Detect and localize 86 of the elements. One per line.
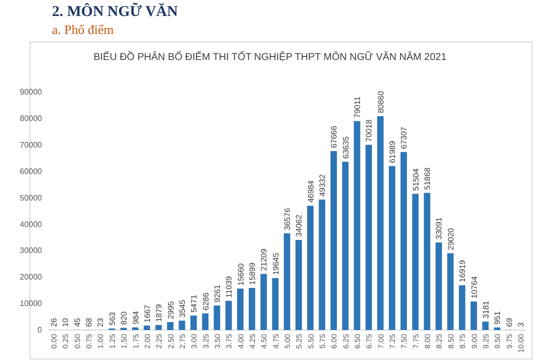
- data-label: 820: [120, 310, 129, 325]
- bar: [167, 322, 174, 330]
- data-label: 80860: [376, 90, 386, 114]
- y-tick-label: 0: [38, 326, 43, 335]
- chart-title: BIỂU ĐỒ PHÂN BỐ ĐIỂM THI TỐT NGHIỆP THPT MÔN NGỮ VĂN NĂM 2021: [93, 51, 447, 63]
- data-label: 15660: [236, 262, 246, 286]
- data-label: 16919: [458, 259, 468, 282]
- bar: [260, 274, 267, 330]
- y-tick-label: 70000: [20, 140, 43, 150]
- bar: [190, 316, 197, 330]
- data-label: 951: [493, 310, 502, 324]
- data-label: 49332: [318, 174, 328, 197]
- y-tick-label: 60000: [20, 166, 43, 176]
- bar: [214, 306, 220, 330]
- bar: [482, 322, 489, 330]
- data-label: 69: [504, 317, 514, 327]
- bar: [284, 233, 290, 330]
- data-label: 1667: [142, 304, 152, 323]
- bar: [144, 326, 150, 330]
- bar: [330, 151, 337, 330]
- bar: [424, 192, 430, 330]
- data-label: 36576: [283, 207, 292, 230]
- data-label: 984: [131, 310, 140, 324]
- bar: [470, 302, 477, 330]
- data-label: 11039: [224, 276, 234, 298]
- data-label: 3545: [178, 299, 187, 318]
- data-label: 51868: [423, 167, 432, 190]
- bar: [132, 327, 138, 330]
- bar: [178, 320, 186, 330]
- bar: [155, 325, 162, 330]
- data-label: 51504: [411, 168, 420, 191]
- data-label: 6286: [201, 292, 210, 310]
- bar: [412, 194, 419, 330]
- data-label: 10: [61, 318, 70, 327]
- y-tick-label: 90000: [20, 88, 43, 97]
- y-tick-label: 30000: [20, 246, 43, 256]
- data-label: 26: [50, 317, 59, 327]
- data-label: 63635: [341, 136, 350, 159]
- bar: [494, 327, 500, 330]
- bar: [318, 200, 326, 330]
- data-label: 61989: [388, 140, 398, 164]
- bar: [237, 288, 244, 330]
- bar: [354, 121, 360, 330]
- bar: [342, 162, 349, 330]
- data-label: 29020: [446, 227, 456, 250]
- data-label: 45: [72, 317, 82, 327]
- data-label: 1879: [154, 304, 164, 322]
- data-label: 5471: [190, 294, 199, 313]
- bar: [458, 285, 466, 330]
- data-label: 2995: [166, 300, 176, 320]
- bar: [377, 116, 384, 330]
- data-label: 79011: [353, 96, 362, 118]
- y-tick-label: 80000: [20, 114, 43, 124]
- bar: [307, 206, 314, 330]
- bar: [400, 152, 407, 330]
- y-tick-label: 50000: [20, 193, 43, 202]
- data-label: 10764: [470, 276, 479, 299]
- data-label: 3: [516, 322, 526, 327]
- data-label: 15899: [248, 262, 257, 285]
- bar: [248, 288, 256, 330]
- data-label: 46984: [306, 180, 316, 203]
- bar: [295, 240, 302, 330]
- data-label: 67666: [330, 125, 339, 148]
- data-label: 33091: [434, 216, 444, 240]
- bar: [366, 144, 372, 330]
- data-label: 563: [108, 312, 117, 326]
- data-label: 67307: [400, 126, 409, 150]
- data-label: 3181: [481, 300, 490, 319]
- data-label: 68: [84, 317, 94, 327]
- bar: [225, 300, 232, 330]
- data-label: 23: [96, 317, 106, 327]
- data-label: 34062: [294, 214, 304, 237]
- data-label: 19645: [271, 252, 280, 276]
- y-tick-label: 40000: [20, 220, 43, 229]
- bar: [436, 242, 442, 330]
- bar: [388, 166, 396, 330]
- bar: [202, 313, 208, 330]
- data-label: 70018: [364, 119, 374, 142]
- data-label: 21209: [260, 248, 269, 271]
- data-label: 9261: [212, 284, 222, 303]
- y-tick-label: 20000: [20, 272, 43, 282]
- bar: [272, 278, 279, 330]
- text: 2. MÔN NGỮ VĂN: [52, 2, 178, 20]
- y-tick-label: 10000: [20, 299, 43, 308]
- text: a. Phổ điểm: [52, 22, 114, 37]
- bar: [447, 253, 454, 330]
